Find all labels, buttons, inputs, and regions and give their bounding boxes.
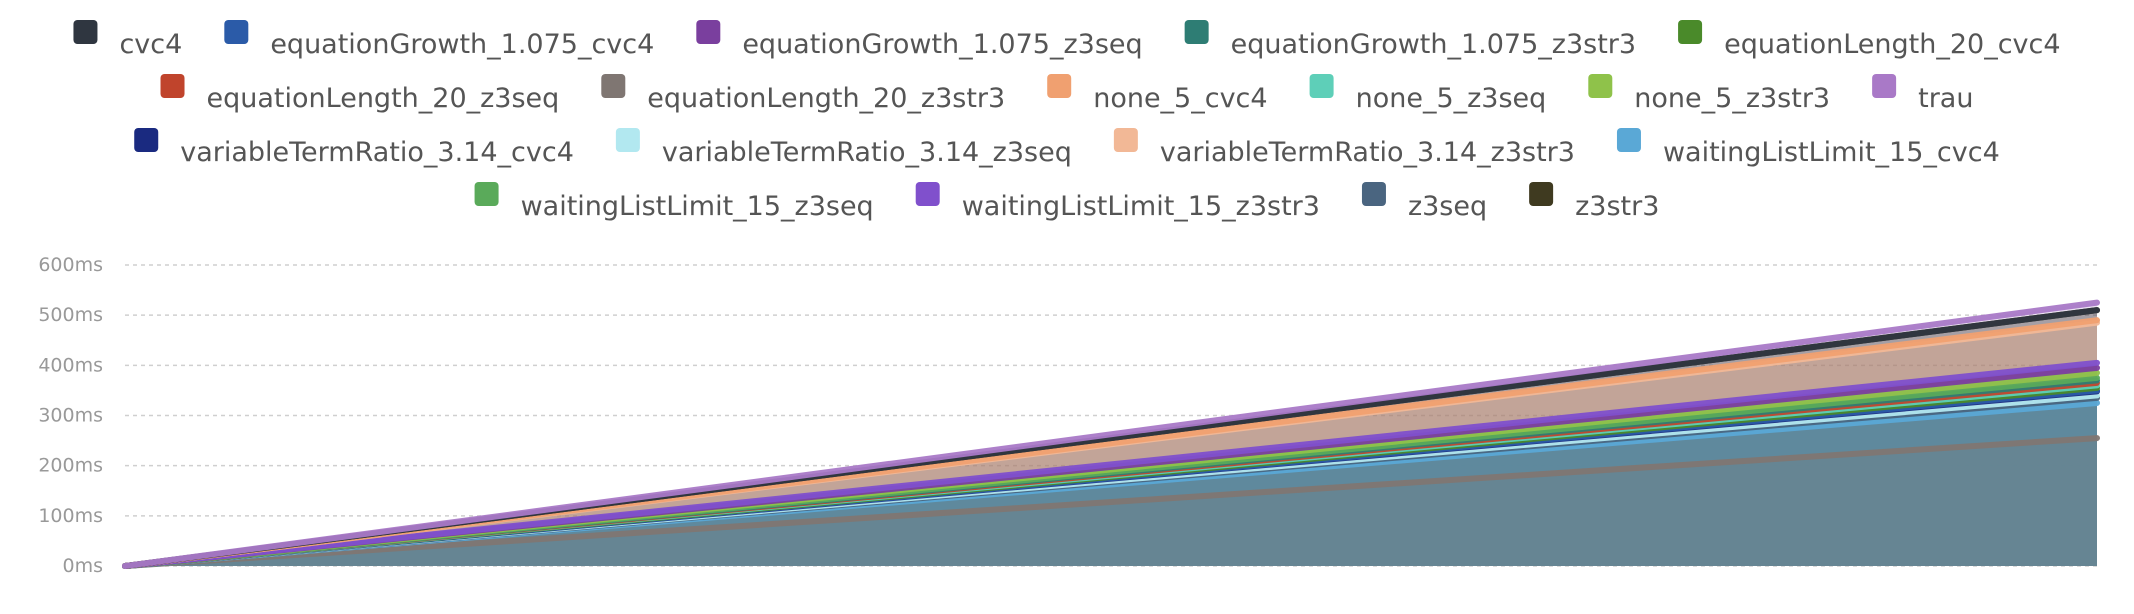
legend-item: equationGrowth_1.075_z3seq — [696, 20, 1143, 60]
series-line — [122, 299, 2100, 569]
legend-item: waitingListLimit_15_cvc4 — [1616, 128, 2000, 168]
y-tick-label: 600ms — [38, 254, 103, 276]
legend-swatch — [1588, 74, 1613, 98]
legend-item: none_5_cvc4 — [1047, 74, 1268, 114]
legend-label: equationGrowth_1.075_z3seq — [742, 29, 1142, 60]
legend-item: equationLength_20_z3str3 — [601, 74, 1005, 114]
series-line — [122, 359, 2100, 569]
legend-swatch — [1184, 20, 1209, 44]
legend-item: none_5_z3seq — [1309, 74, 1547, 114]
legend-swatch — [1309, 74, 1334, 98]
legend-item: equationLength_20_cvc4 — [1678, 20, 2061, 60]
legend: cvc4 equationGrowth_1.075_cvc4 equationGro… — [73, 20, 2061, 222]
series-lines — [122, 299, 2100, 569]
legend-swatch — [696, 20, 721, 44]
legend-swatch — [134, 128, 159, 152]
legend-item: cvc4 — [73, 20, 182, 60]
legend-swatch — [73, 20, 98, 44]
y-axis: 0ms 100ms 200ms 300ms 400ms 500ms 600ms — [38, 254, 103, 577]
legend-label: cvc4 — [119, 29, 182, 60]
legend-label: variableTermRatio_3.14_cvc4 — [180, 137, 574, 168]
legend-label: none_5_cvc4 — [1093, 83, 1267, 114]
legend-item: equationGrowth_1.075_z3str3 — [1184, 20, 1636, 60]
legend-label: variableTermRatio_3.14_z3seq — [662, 137, 1072, 168]
y-tick-label: 500ms — [38, 304, 103, 326]
y-tick-label: 400ms — [38, 354, 103, 376]
legend-swatch — [1529, 182, 1554, 206]
legend-swatch — [474, 182, 499, 206]
legend-swatch — [1678, 20, 1703, 44]
legend-label: variableTermRatio_3.14_z3str3 — [1160, 137, 1575, 168]
legend-swatch — [915, 182, 940, 206]
legend-item: equationGrowth_1.075_cvc4 — [224, 20, 654, 60]
series-line — [122, 435, 2100, 569]
legend-swatch — [615, 128, 640, 152]
y-tick-label: 300ms — [38, 405, 103, 427]
legend-item: variableTermRatio_3.14_z3seq — [615, 128, 1072, 168]
y-tick-label: 200ms — [38, 455, 103, 477]
legend-item: trau — [1872, 74, 1973, 114]
legend-swatch — [1872, 74, 1897, 98]
legend-swatch — [1616, 128, 1641, 152]
y-tick-label: 100ms — [38, 505, 103, 527]
legend-label: waitingListLimit_15_z3seq — [521, 191, 874, 222]
legend-label: none_5_z3seq — [1356, 83, 1547, 114]
legend-label: equationLength_20_cvc4 — [1724, 29, 2060, 60]
legend-swatch — [1113, 128, 1138, 152]
legend-label: z3str3 — [1575, 191, 1659, 222]
legend-label: trau — [1918, 83, 1973, 114]
legend-swatch — [160, 74, 185, 98]
legend-item: waitingListLimit_15_z3seq — [474, 182, 874, 222]
legend-item: equationLength_20_z3seq — [160, 74, 560, 114]
legend-label: equationLength_20_z3str3 — [647, 83, 1005, 114]
legend-label: waitingListLimit_15_z3str3 — [962, 191, 1320, 222]
legend-swatch — [224, 20, 249, 44]
legend-item: variableTermRatio_3.14_cvc4 — [134, 128, 574, 168]
legend-swatch — [1047, 74, 1072, 98]
legend-item: z3seq — [1361, 182, 1487, 222]
legend-label: equationGrowth_1.075_z3str3 — [1231, 29, 1636, 60]
legend-label: none_5_z3str3 — [1634, 83, 1830, 114]
legend-label: z3seq — [1408, 191, 1487, 222]
legend-swatch — [1361, 182, 1386, 206]
legend-item: none_5_z3str3 — [1588, 74, 1830, 114]
legend-label: equationGrowth_1.075_cvc4 — [270, 29, 654, 60]
legend-label: waitingListLimit_15_cvc4 — [1663, 137, 2000, 168]
y-tick-label: 0ms — [63, 555, 104, 577]
legend-item: variableTermRatio_3.14_z3str3 — [1113, 128, 1575, 168]
legend-item: z3str3 — [1529, 182, 1659, 222]
legend-label: equationLength_20_z3seq — [207, 83, 560, 114]
legend-item: waitingListLimit_15_z3str3 — [915, 182, 1320, 222]
legend-swatch — [601, 74, 626, 98]
